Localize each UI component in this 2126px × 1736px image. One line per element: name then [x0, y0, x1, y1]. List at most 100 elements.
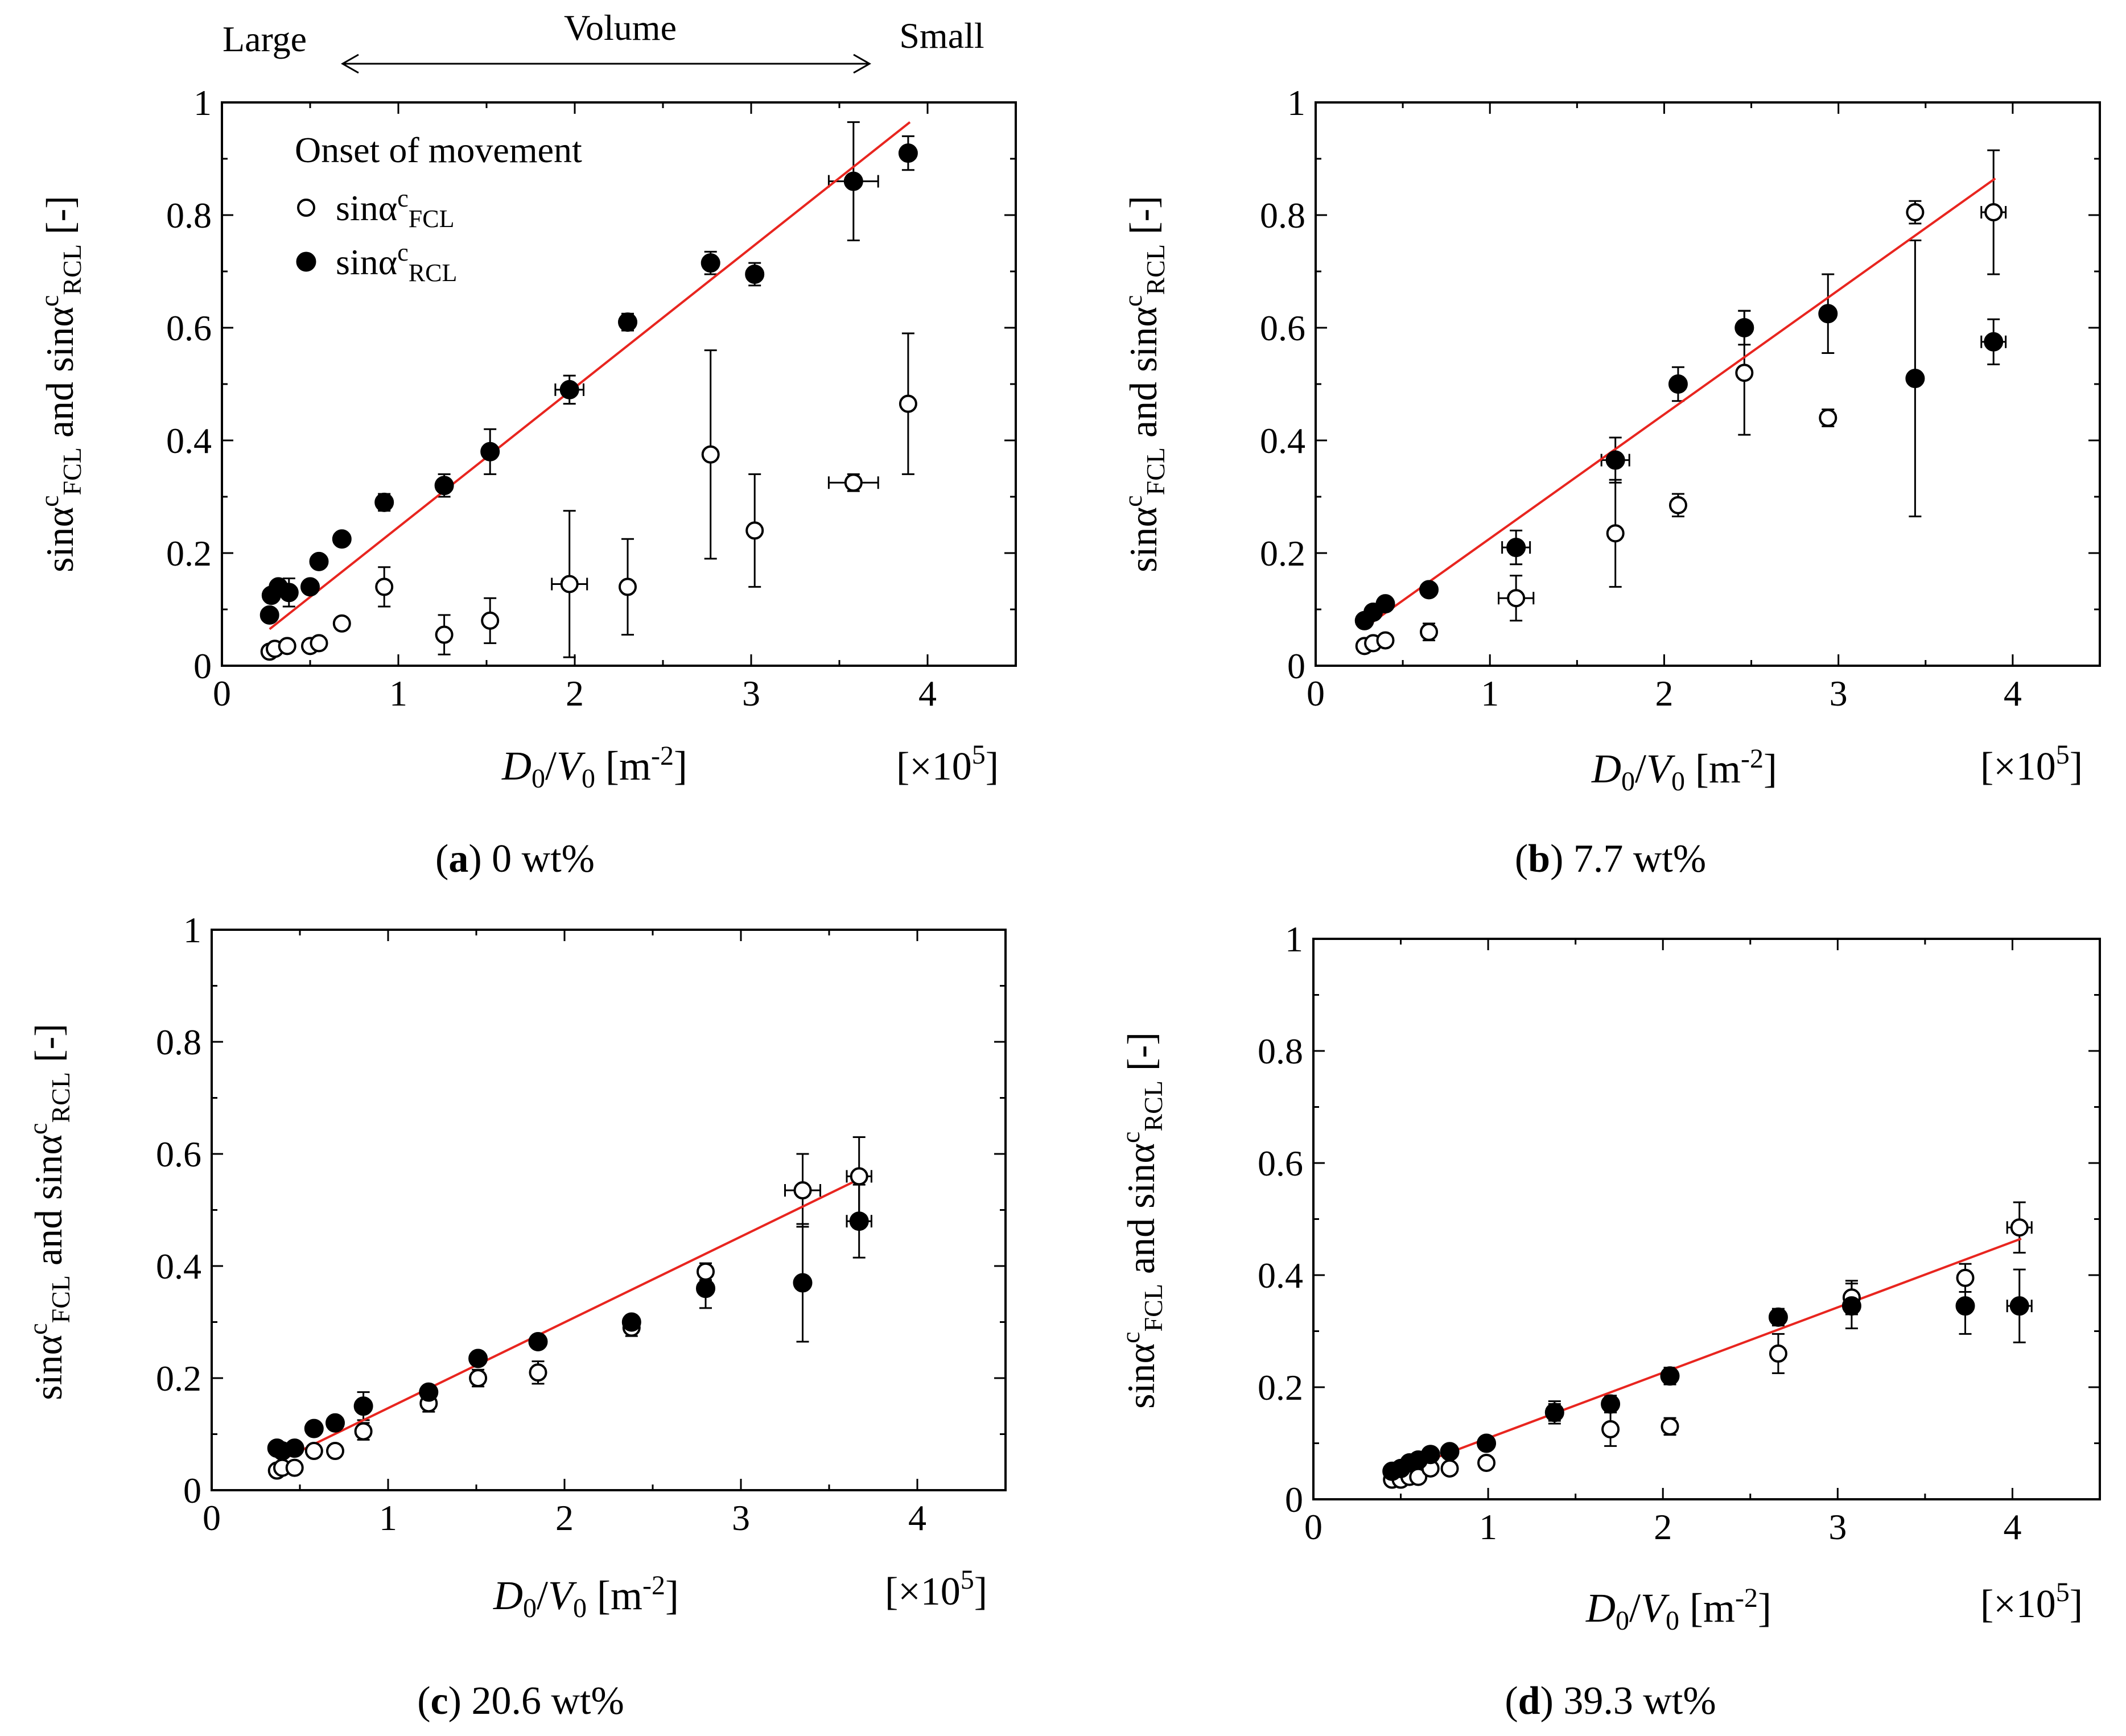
rcl-point: [1841, 1296, 1861, 1316]
panel-a: 0 1 2 3 4 0 0.2 0.4 0.6 0.8 1 Onset of movement si…: [166, 83, 1017, 714]
panel-d-caption: (d) 39.3 wt%: [1505, 1679, 1716, 1723]
rcl-point: [300, 577, 320, 597]
fcl-point: [1819, 409, 1837, 427]
fcl-point: [1477, 1453, 1496, 1472]
rcl-point: [1768, 1307, 1788, 1327]
panel-b-xscale: [×105]: [1980, 740, 2083, 789]
fcl-point: [354, 1422, 373, 1441]
fcl-point: [481, 611, 500, 630]
panel-b-ylabel: sinαcFCL and sinαcRCL [-]: [1118, 196, 1170, 572]
panel-b: 0 1 2 3 4 0 0.2 0.4 0.6 0.8 1: [1260, 83, 2101, 714]
x-tick-label: 0: [1304, 1507, 1322, 1547]
panel-d-xscale: [×105]: [1980, 1577, 2083, 1626]
y-tick-label: 0: [1285, 1479, 1303, 1520]
y-tick-label: 0.6: [1258, 1143, 1303, 1184]
panel-a-xlabel: D0/V0 [m-2]: [501, 741, 687, 794]
rcl-point: [332, 529, 352, 549]
fcl-point: [332, 614, 351, 633]
panel-c-plot: 0 1 2 3 4 0 0.2 0.4 0.6 0.8 1: [156, 910, 1007, 1538]
fcl-point: [1376, 631, 1395, 650]
panel-b-plot: 0 1 2 3 4 0 0.2 0.4 0.6 0.8 1: [1260, 83, 2101, 714]
rcl-point: [468, 1349, 488, 1368]
fcl-point: [793, 1181, 812, 1200]
y-tick-label: 0.6: [1260, 308, 1305, 348]
x-tick-label: 0: [213, 673, 231, 714]
rcl-point: [480, 442, 500, 461]
fit-line: [276, 1178, 860, 1463]
y-tick-label: 1: [1287, 83, 1305, 123]
panel-b-caption: (b) 7.7 wt%: [1515, 837, 1706, 881]
panel-a-legend: Onset of movement sinαcFCL sinαcRCL: [295, 130, 582, 287]
fcl-point: [619, 578, 637, 596]
rcl-point: [1601, 1394, 1621, 1414]
panel-a-caption: (a) 0 wt%: [435, 837, 595, 881]
rcl-point: [793, 1273, 813, 1293]
fcl-point: [1606, 524, 1625, 543]
rcl-point: [1477, 1433, 1497, 1453]
rcl-point: [326, 1413, 345, 1433]
rcl-point: [1660, 1366, 1680, 1386]
x-tick-label: 3: [1828, 1507, 1847, 1547]
fcl-point: [899, 394, 917, 413]
x-tick-label: 4: [918, 673, 937, 714]
fcl-point: [285, 1458, 304, 1477]
x-tick-label: 0: [203, 1498, 221, 1538]
y-tick-label: 1: [1285, 919, 1303, 959]
rcl-point: [1419, 580, 1439, 600]
fcl-point: [745, 521, 764, 540]
fcl-point: [697, 1262, 715, 1281]
fcl-point: [1601, 1420, 1620, 1438]
rcl-point: [1375, 594, 1395, 614]
fcl-point: [560, 575, 579, 593]
y-tick-label: 0: [1287, 646, 1305, 686]
rcl-point: [1544, 1403, 1564, 1422]
legend-fcl-marker: [297, 199, 315, 217]
rcl-point: [374, 492, 394, 512]
y-tick-label: 0.4: [1258, 1255, 1303, 1296]
fcl-point: [310, 634, 328, 653]
rcl-point: [1734, 318, 1754, 337]
y-tick-label: 0.6: [166, 308, 212, 348]
annotation-small: Small: [899, 15, 984, 56]
x-tick-label: 4: [2004, 673, 2022, 714]
rcl-point: [849, 1211, 869, 1231]
x-tick-label: 2: [566, 673, 584, 714]
rcl-point: [304, 1419, 324, 1438]
panel-c-xscale: [×105]: [885, 1565, 987, 1614]
fcl-point: [701, 445, 720, 464]
panel-d-xlabel: D0/V0 [m-2]: [1585, 1583, 1771, 1636]
fcl-point: [1769, 1344, 1787, 1363]
y-tick-label: 0.8: [166, 195, 212, 236]
fcl-point: [375, 578, 394, 596]
fit-line: [269, 121, 911, 630]
legend-title: Onset of movement: [295, 130, 582, 170]
rcl-point: [1955, 1296, 1975, 1316]
fcl-point: [278, 637, 296, 655]
rcl-point: [559, 380, 579, 399]
y-tick-label: 0.8: [1258, 1031, 1303, 1071]
panel-c-caption: (c) 20.6 wt%: [417, 1679, 624, 1723]
panel-d: 0 1 2 3 4 0 0.2 0.4 0.6 0.8 1: [1258, 919, 2101, 1547]
rcl-point: [745, 264, 765, 284]
fcl-point: [1956, 1268, 1975, 1287]
rcl-point: [1818, 304, 1838, 324]
rcl-point: [618, 312, 637, 332]
legend-fcl-label: sinαcFCL: [336, 184, 454, 233]
fcl-point: [850, 1167, 868, 1186]
panel-a-ylabel: sinαcFCL and sinαcRCL [-]: [35, 196, 86, 572]
x-tick-label: 3: [1830, 673, 1848, 714]
fcl-point: [1735, 364, 1754, 382]
annotation-large: Large: [223, 19, 307, 59]
legend-rcl-marker: [296, 251, 316, 272]
panel-b-xlabel: D0/V0 [m-2]: [1591, 744, 1777, 797]
rcl-point: [353, 1396, 373, 1416]
x-tick-label: 2: [555, 1498, 574, 1538]
panel-a-xscale: [×105]: [896, 740, 999, 789]
rcl-point: [1420, 1445, 1440, 1465]
panel-c-ylabel: sinαcFCL and sinαcRCL [-]: [23, 1024, 75, 1400]
rcl-point: [309, 551, 329, 571]
panel-d-plot: 0 1 2 3 4 0 0.2 0.4 0.6 0.8 1: [1258, 919, 2101, 1547]
x-tick-label: 1: [1479, 1507, 1497, 1547]
plot-frame: [221, 101, 1017, 667]
